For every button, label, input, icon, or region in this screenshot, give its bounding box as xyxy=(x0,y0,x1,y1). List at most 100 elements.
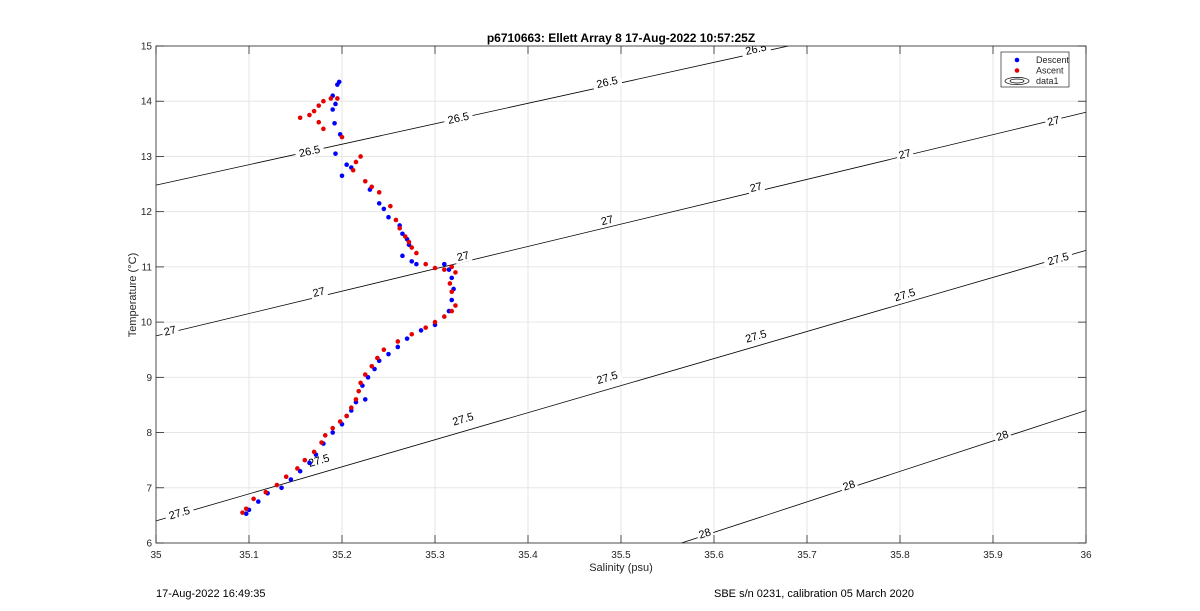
descent-point xyxy=(335,82,340,87)
descent-point xyxy=(330,430,336,435)
ascent-point xyxy=(353,397,359,402)
ascent-point xyxy=(337,419,343,424)
ascent-point xyxy=(362,178,368,184)
legend-contour-icon xyxy=(1004,77,1030,85)
descent-point xyxy=(333,101,338,107)
ascent-point xyxy=(297,115,303,121)
ascent-point xyxy=(381,347,387,353)
ascent-point xyxy=(442,267,447,272)
descent-point xyxy=(344,162,349,168)
contour-label-bg xyxy=(1042,248,1074,269)
contour-label-bg xyxy=(453,247,473,265)
axes xyxy=(155,45,1087,544)
x-tick-label: 35 xyxy=(150,550,162,561)
contour-label: 28 xyxy=(697,526,712,541)
y-tick-label: 14 xyxy=(141,97,153,108)
contour-label-bg xyxy=(442,108,474,128)
contour-line-27 xyxy=(156,111,1086,337)
contour-label-bg xyxy=(293,141,325,161)
contour-label-bg xyxy=(895,145,915,162)
legend-label: data1 xyxy=(1036,76,1059,86)
descent-point xyxy=(376,201,382,206)
contour-label: 26.5 xyxy=(596,75,620,91)
x-tick-label: 35.1 xyxy=(239,550,259,561)
ascent-point xyxy=(243,506,249,512)
ascent-point xyxy=(328,96,334,101)
contour-label-bg xyxy=(1043,112,1063,129)
y-tick-label: 11 xyxy=(142,262,153,273)
ascent-point xyxy=(353,159,359,165)
ascent-point xyxy=(409,245,415,250)
x-tick-label: 36 xyxy=(1080,550,1092,561)
contour-label-bg xyxy=(309,283,329,300)
legend-contour-icon xyxy=(1009,78,1025,84)
x-axis-label: Salinity (psu) xyxy=(589,562,653,574)
ascent-point xyxy=(449,264,455,270)
contour-label-bg xyxy=(160,322,180,339)
descent-point xyxy=(386,351,391,357)
legend-marker xyxy=(1014,68,1020,73)
ascent-point xyxy=(311,108,317,114)
descent-point xyxy=(243,511,249,517)
descent-point xyxy=(255,499,261,504)
ascent-point xyxy=(376,190,382,195)
contour-label: 26.5 xyxy=(298,144,322,160)
ascent-point xyxy=(432,319,438,325)
tick-labels: 35 35.1 35.2 35.3 35.4 35.5 35.6 35.7 35.8 35.9 36… xyxy=(141,42,1092,562)
contour-label-bg xyxy=(591,72,623,92)
ascent-point xyxy=(295,466,300,471)
contour-label: 26.5 xyxy=(744,42,768,58)
contour-line-27.5 xyxy=(156,249,1086,522)
ascent-point xyxy=(316,103,322,108)
x-tick-label: 35.3 xyxy=(425,550,445,561)
contour-line-28 xyxy=(681,410,1086,543)
ascent-point xyxy=(442,314,447,319)
contour-label: 27.5 xyxy=(595,370,619,388)
contour-label: 27 xyxy=(1046,114,1061,129)
contour-label-bg xyxy=(163,502,195,523)
descent-point xyxy=(442,261,447,267)
descent-point xyxy=(362,397,368,402)
x-tick-label: 35.8 xyxy=(890,550,910,561)
ascent-point xyxy=(302,457,308,463)
descent-point xyxy=(449,275,455,281)
y-tick-label: 10 xyxy=(141,318,153,329)
ascent-point xyxy=(406,239,412,245)
ascent-point xyxy=(449,289,455,295)
ascent-point xyxy=(350,167,356,173)
ascent-point xyxy=(330,425,336,431)
ascent-point xyxy=(339,134,345,140)
descent-point xyxy=(332,121,337,126)
legend-box xyxy=(1000,51,1070,88)
ascent-point xyxy=(369,184,375,190)
ascent-point xyxy=(319,440,324,445)
footer-timestamp: 17-Aug-2022 16:49:35 xyxy=(156,588,266,600)
y-tick-label: 13 xyxy=(141,152,153,163)
descent-point xyxy=(307,460,312,466)
legend-label: Descent xyxy=(1036,55,1070,65)
ascent-point xyxy=(414,250,419,256)
y-tick-label: 8 xyxy=(146,428,152,439)
descent-point xyxy=(418,328,424,333)
contour-label-bg xyxy=(447,408,479,430)
ascent-point xyxy=(356,388,362,394)
ascent-point xyxy=(402,234,408,239)
ascent-point xyxy=(388,203,393,209)
chart-title: p6710663: Ellett Array 8 17-Aug-2022 10:… xyxy=(487,31,755,45)
contour-label: 27 xyxy=(600,214,615,229)
contour-label: 27.5 xyxy=(1046,251,1070,269)
descent-point xyxy=(279,485,284,491)
contour-label: 27 xyxy=(312,285,327,300)
contour-label: 27 xyxy=(749,181,764,196)
ascent-point xyxy=(251,496,256,502)
descent-point xyxy=(333,151,338,156)
contour-label: 27 xyxy=(898,147,913,162)
descent-point xyxy=(414,261,419,267)
ascent-point xyxy=(344,413,349,419)
x-tick-label: 35.9 xyxy=(983,550,1003,561)
y-tick-label: 6 xyxy=(146,539,152,550)
ascent-point xyxy=(453,303,458,308)
contour-label: 27.5 xyxy=(451,411,475,429)
ascent-point xyxy=(358,154,363,159)
contour-label-bg xyxy=(992,426,1013,445)
